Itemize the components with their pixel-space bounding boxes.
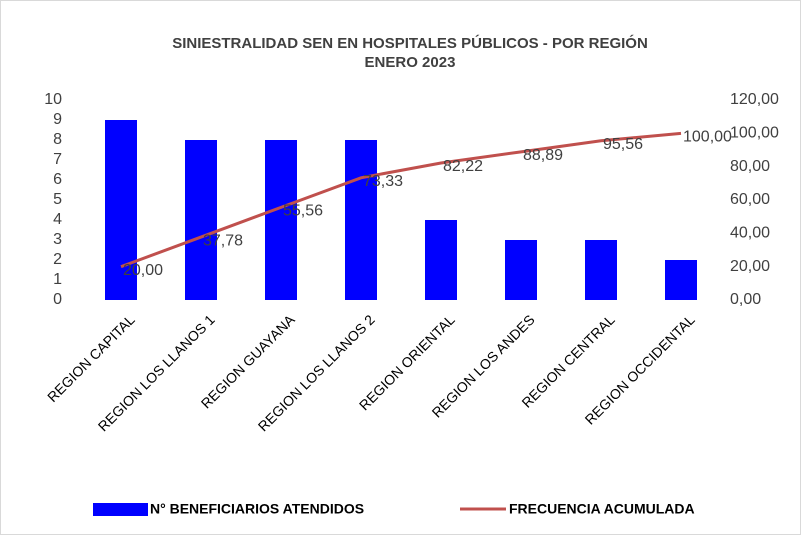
legend-label: FRECUENCIA ACUMULADA: [509, 501, 695, 517]
data-label: 55,56: [283, 203, 323, 220]
y-tick-label: 3: [53, 231, 62, 248]
bar: [425, 220, 457, 300]
y-tick-label: 0: [53, 291, 62, 308]
bar: [265, 140, 297, 300]
data-label: 100,00: [683, 129, 732, 146]
chart-title: ENERO 2023: [365, 54, 456, 71]
data-label: 82,22: [443, 158, 483, 175]
bar: [345, 140, 377, 300]
bar: [665, 260, 697, 300]
chart-title: SINIESTRALIDAD SEN EN HOSPITALES PÚBLICO…: [172, 34, 648, 52]
y-tick-label: 6: [53, 171, 62, 188]
data-label: 20,00: [123, 262, 163, 279]
y2-tick-label: 80,00: [730, 158, 770, 175]
y-tick-label: 5: [53, 191, 62, 208]
legend-label: N° BENEFICIARIOS ATENDIDOS: [150, 501, 364, 517]
y2-tick-label: 60,00: [730, 191, 770, 208]
y2-tick-label: 20,00: [730, 258, 770, 275]
y-tick-label: 2: [53, 251, 62, 268]
bar: [505, 240, 537, 300]
y-tick-label: 9: [53, 111, 62, 128]
bar: [585, 240, 617, 300]
bar: [105, 120, 137, 300]
y2-tick-label: 40,00: [730, 225, 770, 242]
y-tick-label: 7: [53, 151, 62, 168]
y-tick-label: 10: [44, 91, 62, 108]
bar: [185, 140, 217, 300]
data-label: 95,56: [603, 136, 643, 153]
y2-tick-label: 0,00: [730, 291, 761, 308]
data-label: 73,33: [363, 173, 403, 190]
line: [120, 131, 682, 269]
y-tick-label: 8: [53, 131, 62, 148]
data-label: 37,78: [203, 232, 243, 249]
y-tick-label: 4: [53, 211, 62, 228]
y2-tick-label: 120,00: [730, 91, 779, 108]
y-tick-label: 1: [53, 271, 62, 288]
data-label: 88,89: [523, 147, 563, 164]
legend-swatch: [93, 503, 148, 516]
y2-tick-label: 100,00: [730, 125, 779, 142]
